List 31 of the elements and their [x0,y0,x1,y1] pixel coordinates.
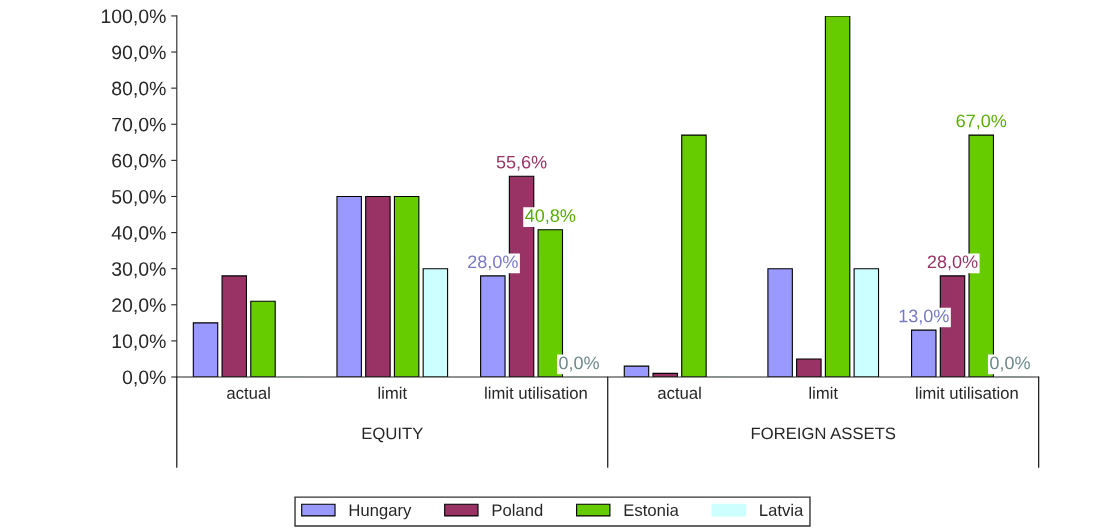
y-tick-label: 90,0% [112,45,166,62]
y-tick-label: 50,0% [112,189,166,206]
data-label: 13,0% [899,309,949,325]
x-tick-label: actual [227,386,270,399]
y-tick-label: 40,0% [111,226,166,243]
legend-label: Poland [492,503,543,517]
y-tick-label: 0,0% [122,370,166,387]
y-tick-label: 60,0% [112,153,166,170]
y-tick-label: 100,0% [101,9,166,26]
x-tick-label: limit utilisation [485,386,587,399]
legend-label: Latvia [760,503,804,517]
y-tick-label: 70,0% [112,117,166,134]
y-tick-label: 30,0% [111,262,166,279]
y-tick-label: 80,0% [112,81,166,98]
y-tick-label: 10,0% [112,334,166,351]
data-label: 28,0% [927,255,978,271]
x-tick-label: limit utilisation [916,386,1018,399]
text: FOREIGN ASSETS [751,427,896,440]
data-label: 67,0% [956,114,1007,130]
data-label: 55,6% [496,155,547,171]
data-label: 28,0% [468,255,518,271]
x-tick-label: limit [378,386,407,399]
data-label: 40,8% [525,209,576,225]
y-tick-label: 20,0% [112,298,166,315]
x-tick-label: limit [809,386,838,399]
legend-label: Hungary [349,504,412,520]
legend-label: Estonia [624,503,679,517]
data-label: 0,0% [559,356,599,372]
x-tick-label: actual [658,386,701,399]
text: EQUITY [362,427,423,443]
data-label: 0,0% [990,356,1030,372]
